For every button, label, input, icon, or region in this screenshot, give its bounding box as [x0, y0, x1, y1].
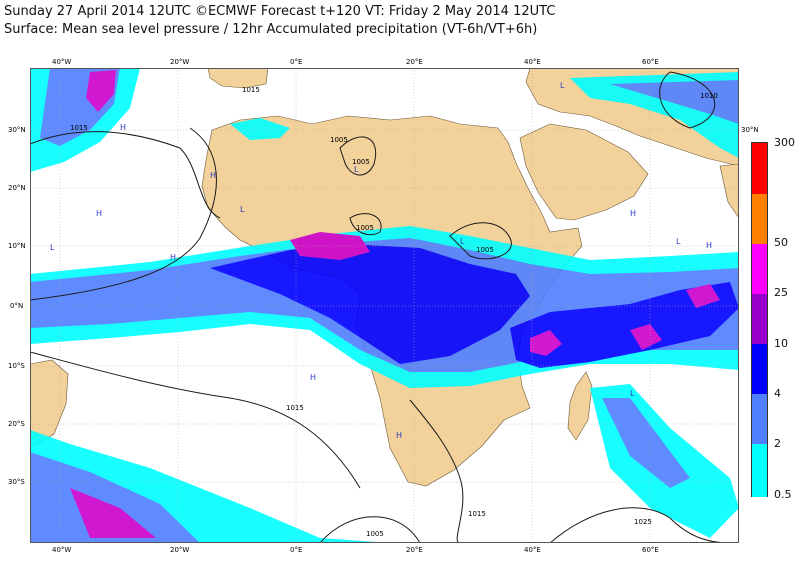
isobar-label: 1025 [634, 518, 652, 526]
colorbar-segment-10 [752, 294, 767, 344]
colorbar-label: 25 [774, 286, 788, 299]
lon-label: 20°W [170, 546, 190, 554]
precip-sw-atlantic-mid [30, 452, 200, 543]
precipitation-colorbar [751, 142, 768, 497]
lon-label: 0°E [290, 58, 303, 66]
isobar-1005-sahel [349, 213, 382, 236]
pressure-center-label: L [240, 205, 245, 214]
precip-middle-east-mid [610, 80, 739, 124]
map-canvas: 1015 1015 1005 1005 1005 1005 1010 1015 … [30, 68, 739, 543]
isobar-label: 1015 [468, 510, 486, 518]
pressure-center-label: H [310, 373, 316, 382]
lat-label: 20°N [8, 184, 26, 192]
pressure-center-label: L [460, 237, 465, 246]
pressure-center-label: L [560, 81, 565, 90]
lat-label: 20°S [8, 420, 25, 428]
isobar-1015-north [30, 131, 221, 219]
pressure-center-label: H [706, 241, 712, 250]
pressure-center-label: L [354, 165, 359, 174]
forecast-map: 1015 1015 1005 1005 1005 1005 1010 1015 … [30, 68, 739, 543]
precip-core-4 [686, 284, 720, 308]
pressure-center-label: H [396, 431, 402, 440]
pressure-center-label: H [96, 209, 102, 218]
precip-se-indian-mid [602, 398, 690, 488]
isobar-1015-south-atlantic [30, 351, 361, 489]
isobars [30, 71, 731, 543]
isobar-1015-south-africa [409, 399, 464, 543]
isobar-label: 1005 [330, 136, 348, 144]
precipitation-areas [30, 68, 739, 543]
precip-itcz-heavy [210, 244, 530, 364]
map-frame [30, 68, 739, 543]
isobar-label-group: 1015 1015 1005 1005 1005 1005 1010 1015 … [70, 86, 718, 538]
isobar-label: 1005 [476, 246, 494, 254]
lon-label: 60°E [642, 546, 659, 554]
isobar-label: 1015 [286, 404, 304, 412]
lon-label: 40°E [524, 58, 541, 66]
isobar-label: 1010 [700, 92, 718, 100]
colorbar-segment-300 [752, 143, 767, 194]
isobar-label: 1005 [352, 158, 370, 166]
lat-label: 30°N [8, 126, 26, 134]
pressure-center-label: L [630, 389, 635, 398]
colorbar-segment-0-5 [752, 444, 767, 497]
pressure-center-label: H [170, 253, 176, 262]
colorbar-label: 10 [774, 337, 788, 350]
pressure-center-label: L [50, 243, 55, 252]
pressure-center-group: H H H H H H H H L L L L L L L [50, 81, 712, 440]
pressure-center-label: L [676, 237, 681, 246]
pressure-center-label: H [120, 123, 126, 132]
isobar-1005-east [449, 222, 512, 260]
pressure-center-label: H [630, 209, 636, 218]
isobar-1010-arabia [659, 71, 716, 129]
lat-label: 0°N [10, 302, 24, 310]
lon-label: 40°W [52, 546, 72, 554]
lat-label: 30°S [8, 478, 25, 486]
lon-label: 0°E [290, 546, 303, 554]
isobar-label: 1005 [356, 224, 374, 232]
india-land [719, 163, 739, 219]
colorbar-segment-25 [752, 244, 767, 294]
colorbar-segment-4 [752, 344, 767, 394]
madagascar-land [567, 371, 593, 441]
precip-north-africa [230, 118, 290, 140]
lon-label: 20°E [406, 546, 423, 554]
graticule [30, 68, 739, 543]
precip-indian-ocean-heavy [510, 282, 739, 368]
chart-title: Sunday 27 April 2014 12UTC ©ECMWF Foreca… [4, 4, 556, 19]
isobar-label: 1005 [366, 530, 384, 538]
isobar-1005-south [319, 516, 421, 543]
pressure-center-label: H [210, 171, 216, 180]
colorbar-segment-50 [752, 194, 767, 244]
isobar-1005-sahara [339, 136, 377, 176]
precip-core-3 [630, 324, 662, 350]
lon-label: 40°E [524, 546, 541, 554]
lat-label: 10°N [8, 242, 26, 250]
colorbar-label: 300 [774, 136, 795, 149]
lon-label: 60°E [642, 58, 659, 66]
colorbar-label: 50 [774, 236, 788, 249]
arabia-land [519, 123, 649, 221]
colorbar-label: 4 [774, 387, 781, 400]
precip-sw-atlantic-core [70, 488, 156, 538]
colorbar-segment-2 [752, 394, 767, 444]
lon-label: 20°W [170, 58, 190, 66]
colorbar-label: 0.5 [774, 488, 792, 501]
colorbar-label: 2 [774, 437, 781, 450]
south-america-land [30, 359, 69, 449]
precip-nw-atlantic-core [86, 70, 116, 112]
precip-core-2 [530, 330, 562, 356]
isobar-label: 1015 [70, 124, 88, 132]
lat-label: 30°N [741, 126, 759, 134]
lon-label: 20°E [406, 58, 423, 66]
lat-label: 10°S [8, 362, 25, 370]
isobar-label: 1015 [242, 86, 260, 94]
lon-label: 40°W [52, 58, 72, 66]
isobar-1015-west [30, 127, 217, 301]
iberia-land [207, 68, 269, 89]
chart-subtitle: Surface: Mean sea level pressure / 12hr … [4, 22, 538, 37]
isobar-1025 [549, 507, 731, 543]
